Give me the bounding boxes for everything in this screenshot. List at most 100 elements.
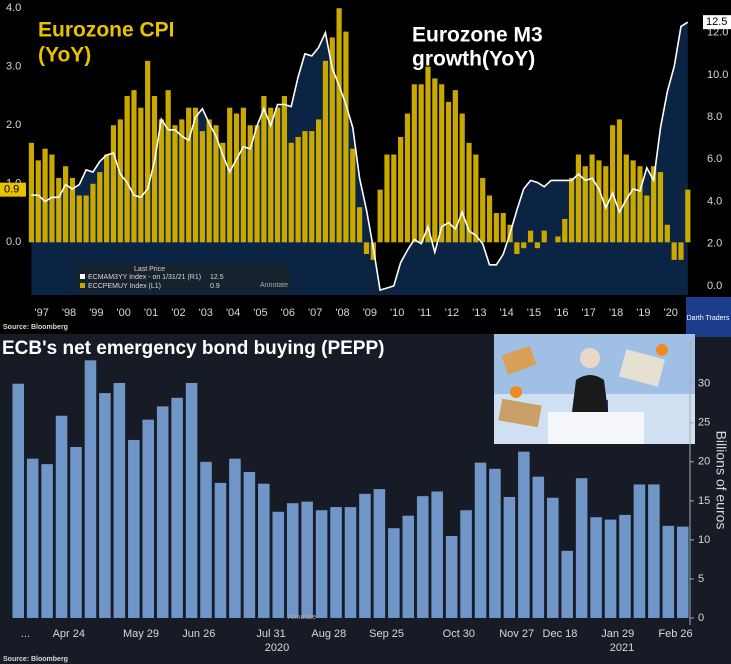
bar bbox=[466, 142, 472, 243]
bar bbox=[644, 195, 650, 243]
bar bbox=[590, 517, 602, 618]
bar bbox=[70, 446, 82, 618]
legend-entry: ECMAM3YY Index - on 1/31/21 (R1) bbox=[88, 274, 201, 281]
annotate-button[interactable]: Annotate bbox=[288, 614, 316, 621]
y2-tick-label: 10.0 bbox=[707, 69, 728, 81]
bar bbox=[42, 148, 48, 243]
bar bbox=[213, 125, 219, 243]
bar bbox=[185, 382, 198, 618]
bar bbox=[179, 119, 185, 243]
bar bbox=[651, 166, 657, 243]
bar bbox=[110, 125, 117, 243]
bar bbox=[425, 66, 431, 243]
annotate-button[interactable]: Annotate bbox=[260, 282, 288, 289]
bar bbox=[474, 462, 487, 618]
source: Source: Bloomberg bbox=[3, 324, 68, 331]
bar bbox=[301, 501, 313, 618]
bar bbox=[575, 478, 588, 618]
y-tick-label: 4.0 bbox=[6, 2, 21, 14]
bar bbox=[404, 113, 411, 243]
x-tick-label: '11 bbox=[418, 307, 432, 319]
bar bbox=[480, 177, 486, 243]
bar bbox=[568, 177, 575, 243]
bar bbox=[630, 160, 636, 243]
bar bbox=[41, 464, 53, 618]
x-tick-label: '18 bbox=[609, 307, 623, 319]
legend-value: 0.9 bbox=[210, 283, 220, 290]
bar bbox=[518, 451, 530, 618]
bar bbox=[603, 166, 609, 243]
bar bbox=[431, 491, 443, 618]
x-tick-label: '07 bbox=[308, 307, 322, 319]
y-tick-label: 0.0 bbox=[6, 236, 21, 248]
x-tick-label: '09 bbox=[363, 307, 377, 319]
x-tick-label: '99 bbox=[89, 307, 103, 319]
annotation: growth(YoY) bbox=[412, 48, 535, 71]
x-tick-label: '17 bbox=[582, 307, 596, 319]
y2-tick-label: 8.0 bbox=[707, 111, 722, 123]
bar bbox=[373, 489, 386, 618]
legend-value: 12.5 bbox=[210, 274, 224, 281]
bar bbox=[432, 78, 438, 243]
x-tick-label: Apr 24 bbox=[53, 628, 85, 640]
bar bbox=[63, 166, 69, 243]
bar bbox=[402, 515, 415, 618]
bar bbox=[274, 107, 281, 243]
x-tick-label: '08 bbox=[335, 307, 349, 319]
bar bbox=[555, 236, 561, 243]
bar bbox=[142, 419, 155, 618]
bar bbox=[676, 526, 689, 618]
bar bbox=[28, 142, 35, 243]
bar bbox=[26, 458, 39, 618]
x-tick-label: Sep 25 bbox=[369, 628, 404, 640]
bar bbox=[83, 195, 89, 243]
x-tick-label: Jan 29 bbox=[601, 628, 634, 640]
bar bbox=[532, 476, 545, 618]
bar bbox=[384, 154, 390, 243]
bar bbox=[562, 218, 568, 243]
bar bbox=[268, 107, 274, 243]
x-tick-label: '12 bbox=[445, 307, 459, 319]
bar bbox=[664, 224, 670, 243]
legend-swatch bbox=[80, 283, 85, 288]
y-tick-label: 2.0 bbox=[6, 119, 21, 131]
x-tick-label: Nov 27 bbox=[499, 628, 534, 640]
bar bbox=[589, 154, 595, 243]
bar bbox=[214, 482, 227, 618]
bar bbox=[286, 503, 299, 618]
annotation: (YoY) bbox=[38, 44, 91, 67]
bar bbox=[493, 213, 499, 243]
x-tick-label: '19 bbox=[636, 307, 650, 319]
y-tick-label: 0 bbox=[698, 612, 704, 624]
x-tick-label: '98 bbox=[62, 307, 76, 319]
x-tick-label: '14 bbox=[499, 307, 513, 319]
bar bbox=[582, 166, 588, 243]
x-tick-label: ... bbox=[21, 628, 30, 640]
bar bbox=[411, 84, 417, 243]
bar bbox=[99, 393, 111, 618]
bar bbox=[534, 242, 541, 249]
inset-photo bbox=[494, 334, 695, 444]
y2-tick-label: 6.0 bbox=[707, 153, 722, 165]
bar bbox=[240, 107, 246, 243]
x-tick-label: '10 bbox=[390, 307, 404, 319]
bar bbox=[229, 458, 241, 618]
bar bbox=[84, 360, 97, 618]
bar bbox=[398, 136, 404, 243]
bar bbox=[322, 60, 329, 243]
bar bbox=[359, 493, 371, 618]
bar bbox=[616, 119, 623, 243]
legend-box bbox=[76, 263, 290, 292]
bar bbox=[138, 107, 144, 243]
y-tick-label: 20 bbox=[698, 456, 710, 468]
bar bbox=[199, 131, 205, 243]
y-tick-label: 3.0 bbox=[6, 61, 21, 73]
bar bbox=[200, 461, 212, 618]
y-axis-label: Billions of euros bbox=[713, 431, 729, 530]
x-tick-label: '15 bbox=[527, 307, 541, 319]
bar bbox=[128, 439, 140, 618]
bar bbox=[391, 154, 397, 243]
x-tick-label: '04 bbox=[226, 307, 240, 319]
x-tick-label: Oct 30 bbox=[443, 628, 475, 640]
bar bbox=[329, 37, 335, 243]
